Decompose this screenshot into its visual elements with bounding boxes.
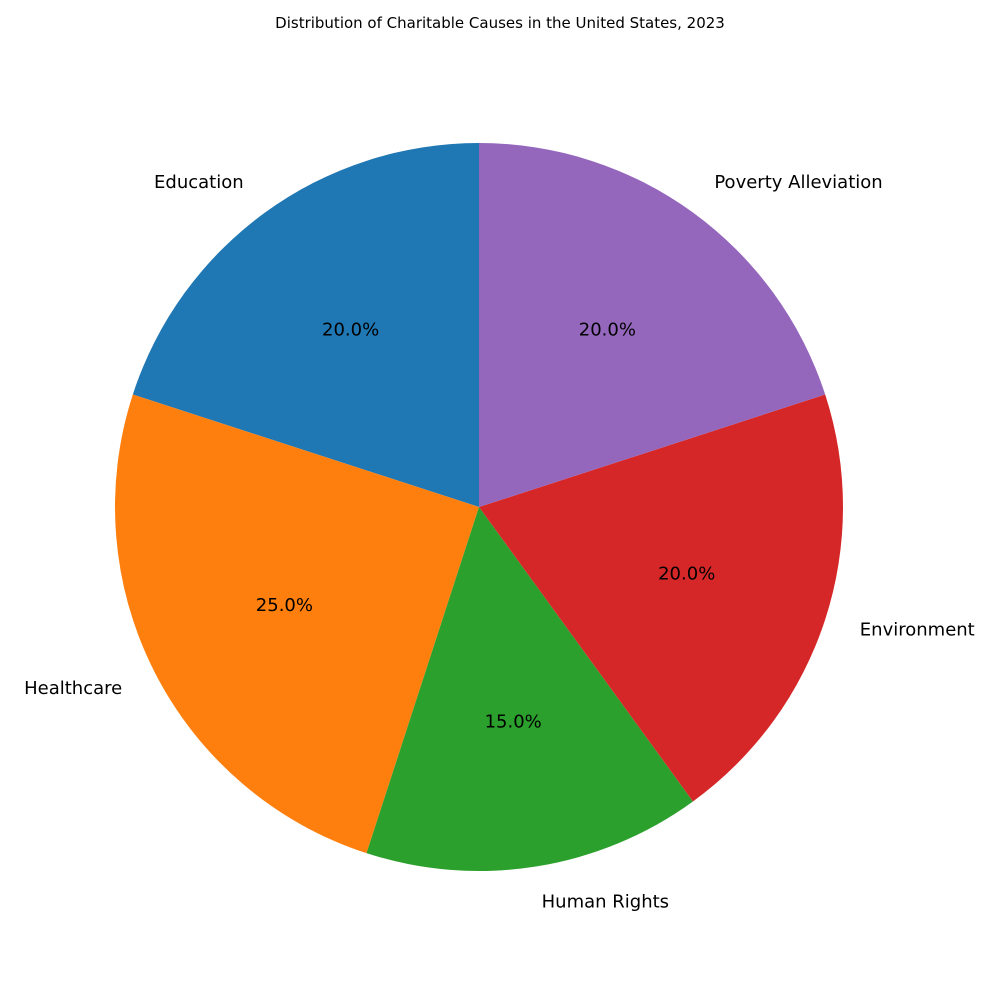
slice-label-environment: Environment [860, 620, 975, 641]
slice-percent-healthcare: 25.0% [256, 595, 313, 616]
slice-label-poverty-alleviation: Poverty Alleviation [714, 172, 882, 193]
slice-label-education: Education [154, 172, 244, 193]
pie-slice-human-rights [366, 507, 693, 871]
pie-slice-education [132, 143, 479, 507]
pie-slice-poverty-alleviation [479, 143, 826, 507]
pie-slice-healthcare [115, 394, 479, 854]
slice-percent-education: 20.0% [322, 319, 379, 340]
slice-label-human-rights: Human Rights [542, 891, 669, 912]
slice-percent-poverty-alleviation: 20.0% [579, 319, 636, 340]
slice-percent-human-rights: 15.0% [485, 712, 542, 733]
pie-slice-environment [479, 394, 843, 802]
chart-title: Distribution of Charitable Causes in the… [275, 14, 725, 32]
slice-label-healthcare: Healthcare [24, 678, 122, 699]
slice-percent-environment: 20.0% [658, 563, 715, 584]
